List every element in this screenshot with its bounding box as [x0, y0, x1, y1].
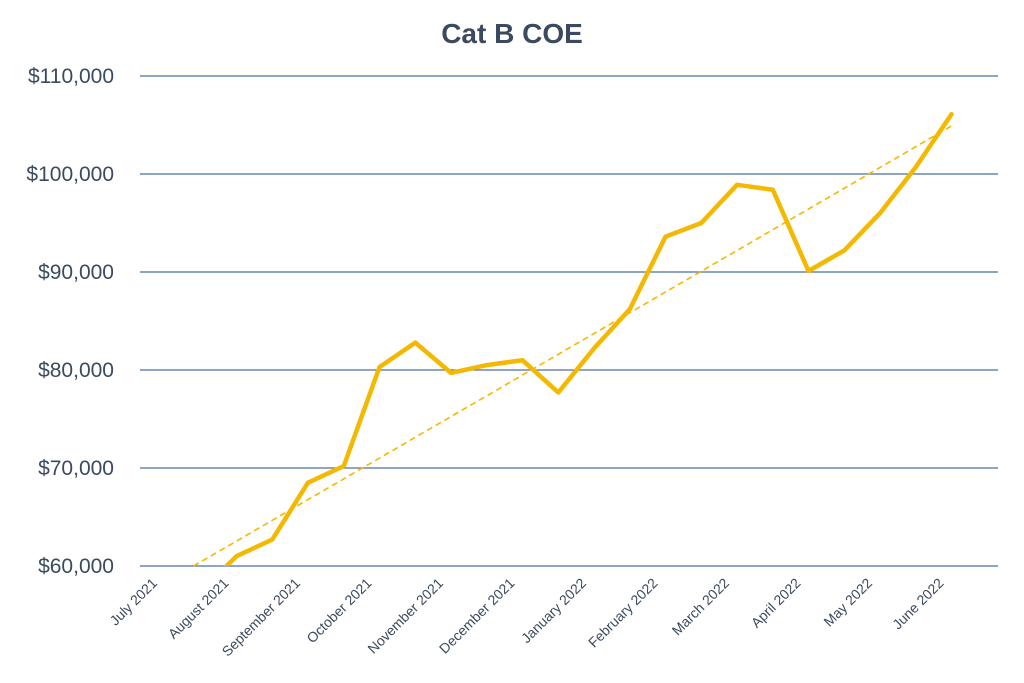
y-tick-label: $90,000 [38, 261, 114, 284]
x-tick-label: August 2021 [165, 575, 232, 642]
x-tick-label: October 2021 [303, 575, 374, 646]
y-tick-label: $70,000 [38, 457, 114, 480]
x-tick-label: December 2021 [436, 575, 518, 657]
series-line [223, 111, 954, 566]
x-tick-label: November 2021 [364, 575, 446, 657]
x-tick-label: June 2022 [889, 575, 947, 633]
y-tick-label: $110,000 [28, 65, 114, 88]
y-tick-label: $80,000 [38, 359, 114, 382]
x-tick-label: April 2022 [748, 575, 804, 631]
trendline [193, 125, 952, 567]
y-tick-label: $60,000 [38, 555, 114, 578]
x-tick-label: July 2021 [106, 575, 160, 629]
x-tick-label: January 2022 [518, 575, 589, 646]
x-tick-label: September 2021 [219, 575, 304, 660]
x-tick-label: February 2022 [585, 575, 661, 651]
x-tick-label: May 2022 [820, 575, 875, 630]
x-tick-label: March 2022 [669, 575, 733, 639]
chart-title: Cat B COE [441, 18, 583, 49]
y-tick-label: $100,000 [26, 163, 114, 186]
